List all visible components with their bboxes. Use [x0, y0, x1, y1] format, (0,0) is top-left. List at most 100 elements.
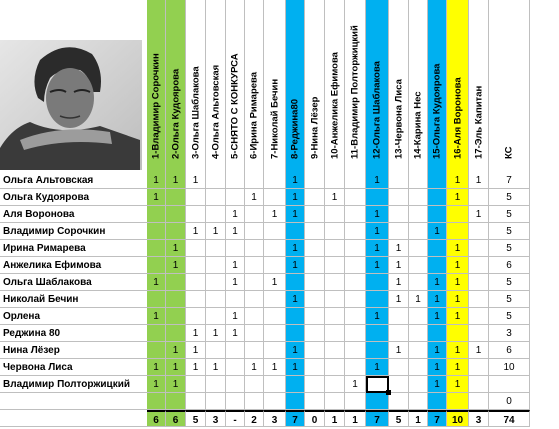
vote-cell[interactable]: 1 [389, 291, 409, 308]
column-header[interactable]: КС [489, 0, 530, 172]
vote-cell[interactable] [245, 274, 264, 291]
vote-cell[interactable] [325, 257, 345, 274]
vote-cell[interactable] [345, 274, 366, 291]
vote-cell[interactable]: 1 [286, 359, 305, 376]
column-header[interactable]: 14-Карина Нес [409, 0, 428, 172]
vote-cell[interactable] [409, 189, 428, 206]
vote-cell[interactable]: 6 [489, 342, 530, 359]
vote-cell[interactable] [305, 206, 325, 223]
vote-cell[interactable] [286, 393, 305, 410]
column-header[interactable]: 11-Владимир Полторжицкий [345, 0, 366, 172]
vote-cell[interactable] [245, 240, 264, 257]
vote-cell[interactable] [186, 291, 206, 308]
vote-cell[interactable]: 6 [489, 257, 530, 274]
vote-cell[interactable]: 10 [489, 359, 530, 376]
vote-cell[interactable] [389, 325, 409, 342]
vote-cell[interactable]: 1 [186, 223, 206, 240]
participant-name[interactable]: Реджина 80 [0, 325, 147, 342]
vote-cell[interactable]: 1 [447, 342, 469, 359]
total-cell[interactable]: 7 [286, 410, 305, 427]
vote-cell[interactable]: 1 [264, 359, 286, 376]
vote-cell[interactable]: 1 [366, 308, 389, 325]
vote-cell[interactable] [345, 308, 366, 325]
vote-cell[interactable] [186, 376, 206, 393]
vote-cell[interactable] [489, 376, 530, 393]
vote-cell[interactable]: 1 [469, 206, 489, 223]
vote-cell[interactable] [226, 393, 245, 410]
vote-cell[interactable]: 5 [489, 308, 530, 325]
vote-cell[interactable] [206, 206, 226, 223]
column-header[interactable]: 17-Эль Капитан [469, 0, 489, 172]
vote-cell[interactable] [264, 376, 286, 393]
total-cell[interactable]: 1 [409, 410, 428, 427]
vote-cell[interactable]: 1 [428, 274, 447, 291]
vote-cell[interactable] [286, 308, 305, 325]
vote-cell[interactable]: 1 [469, 172, 489, 189]
total-cell[interactable]: 5 [389, 410, 409, 427]
total-cell[interactable]: 3 [206, 410, 226, 427]
vote-cell[interactable] [245, 257, 264, 274]
vote-cell[interactable] [366, 393, 389, 410]
vote-cell[interactable]: 1 [206, 359, 226, 376]
vote-cell[interactable]: 1 [147, 359, 166, 376]
vote-cell[interactable]: 1 [447, 240, 469, 257]
vote-cell[interactable]: 1 [389, 240, 409, 257]
vote-cell[interactable] [469, 308, 489, 325]
total-cell[interactable]: 3 [469, 410, 489, 427]
vote-cell[interactable] [325, 291, 345, 308]
vote-cell[interactable] [226, 291, 245, 308]
total-cell[interactable]: 74 [489, 410, 530, 427]
vote-cell[interactable] [345, 291, 366, 308]
vote-cell[interactable] [226, 376, 245, 393]
vote-cell[interactable] [389, 206, 409, 223]
vote-cell[interactable] [206, 172, 226, 189]
vote-cell[interactable] [469, 291, 489, 308]
column-header[interactable]: 5-СНЯТО С КОНКУРСА [226, 0, 245, 172]
vote-cell[interactable] [264, 172, 286, 189]
vote-cell[interactable]: 1 [166, 359, 186, 376]
vote-cell[interactable]: 1 [264, 206, 286, 223]
vote-cell[interactable] [186, 257, 206, 274]
vote-cell[interactable] [428, 172, 447, 189]
vote-cell[interactable]: 1 [447, 172, 469, 189]
vote-cell[interactable] [428, 325, 447, 342]
vote-cell[interactable] [469, 325, 489, 342]
vote-cell[interactable] [325, 274, 345, 291]
vote-cell[interactable] [325, 393, 345, 410]
vote-cell[interactable] [409, 257, 428, 274]
vote-cell[interactable] [447, 393, 469, 410]
vote-cell[interactable]: 1 [286, 240, 305, 257]
column-header[interactable]: 8-Реджина80 [286, 0, 305, 172]
vote-cell[interactable] [186, 393, 206, 410]
vote-cell[interactable] [206, 342, 226, 359]
vote-cell[interactable] [226, 240, 245, 257]
vote-cell[interactable]: 1 [428, 342, 447, 359]
vote-cell[interactable] [206, 376, 226, 393]
vote-cell[interactable] [305, 172, 325, 189]
vote-cell[interactable] [286, 223, 305, 240]
participant-name[interactable]: Орлена [0, 308, 147, 325]
vote-cell[interactable] [345, 342, 366, 359]
vote-cell[interactable]: 1 [366, 223, 389, 240]
vote-cell[interactable]: 1 [186, 359, 206, 376]
vote-cell[interactable]: 1 [286, 257, 305, 274]
vote-cell[interactable]: 1 [366, 359, 389, 376]
vote-cell[interactable] [206, 240, 226, 257]
vote-cell[interactable]: 1 [226, 223, 245, 240]
vote-cell[interactable] [245, 393, 264, 410]
total-cell[interactable]: 1 [345, 410, 366, 427]
vote-cell[interactable] [147, 291, 166, 308]
vote-cell[interactable] [428, 240, 447, 257]
vote-cell[interactable]: 1 [286, 206, 305, 223]
vote-cell[interactable]: 1 [245, 359, 264, 376]
vote-cell[interactable]: 1 [447, 274, 469, 291]
vote-cell[interactable] [325, 206, 345, 223]
participant-name[interactable] [0, 393, 147, 410]
participant-name[interactable]: Червона Лиса [0, 359, 147, 376]
vote-cell[interactable]: 1 [166, 342, 186, 359]
vote-cell[interactable] [447, 206, 469, 223]
vote-cell[interactable] [264, 325, 286, 342]
participant-name[interactable]: Аля Воронова [0, 206, 147, 223]
vote-cell[interactable] [305, 376, 325, 393]
vote-cell[interactable]: 7 [489, 172, 530, 189]
